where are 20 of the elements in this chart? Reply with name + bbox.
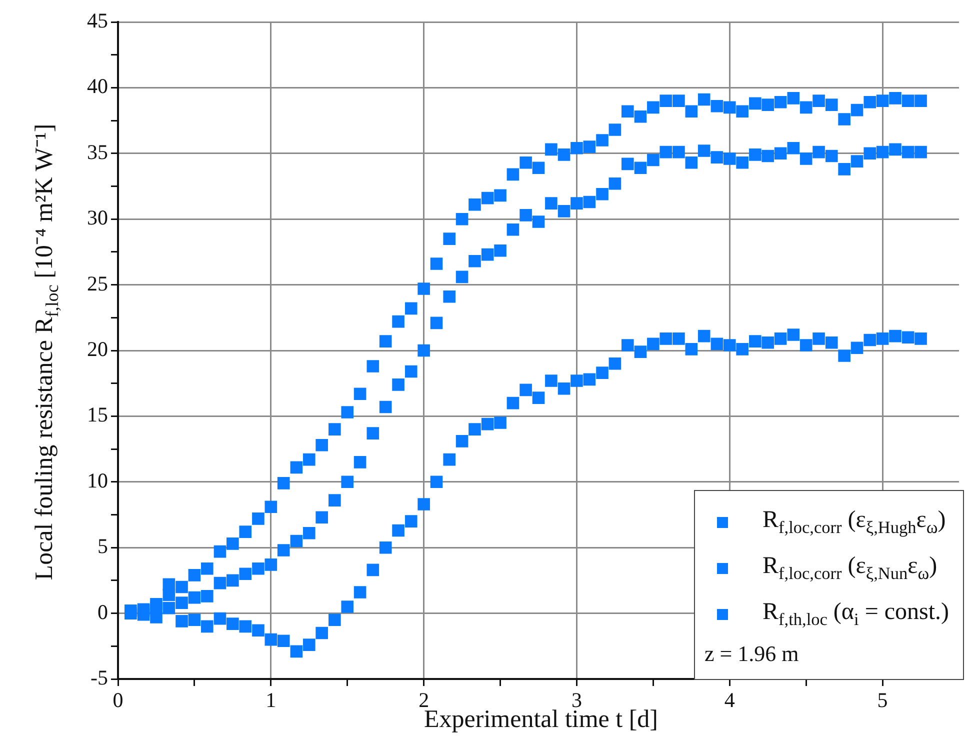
x-tick-label: 0 (112, 688, 124, 712)
x-tick-label: 5 (877, 688, 888, 712)
legend-label: R$_{f,loc,corr}$ (ε$_{ξ,Nun}$ε$_{ω}$) (762, 552, 938, 584)
legend-label: R$_{f,th,loc}$ (α$_{i}$ = const.) (762, 598, 949, 630)
y-tick-label: 40 (87, 74, 108, 98)
y-tick-label: -5 (90, 666, 108, 690)
y-tick-label: 0 (98, 600, 108, 624)
x-tick-label: 4 (724, 688, 736, 712)
legend-label: R$_{f,loc,corr}$ (ε$_{ξ,Hugh}$ε$_{ω}$) (762, 506, 946, 538)
y-tick-label: 5 (98, 534, 108, 558)
x-tick-label: 1 (266, 688, 276, 712)
y-tick-label: 45 (87, 8, 108, 33)
y-tick-label: 10 (87, 468, 108, 492)
y-tick-label: 35 (87, 140, 108, 164)
x-axis-title: Experimental time t [d] (424, 706, 658, 734)
y-tick-label: 20 (87, 337, 108, 362)
y-tick-label: 15 (87, 402, 108, 427)
y-tick-label: 30 (87, 206, 108, 230)
y-tick-label: 25 (87, 271, 108, 296)
annotation: z = 1.96 m (704, 640, 800, 668)
